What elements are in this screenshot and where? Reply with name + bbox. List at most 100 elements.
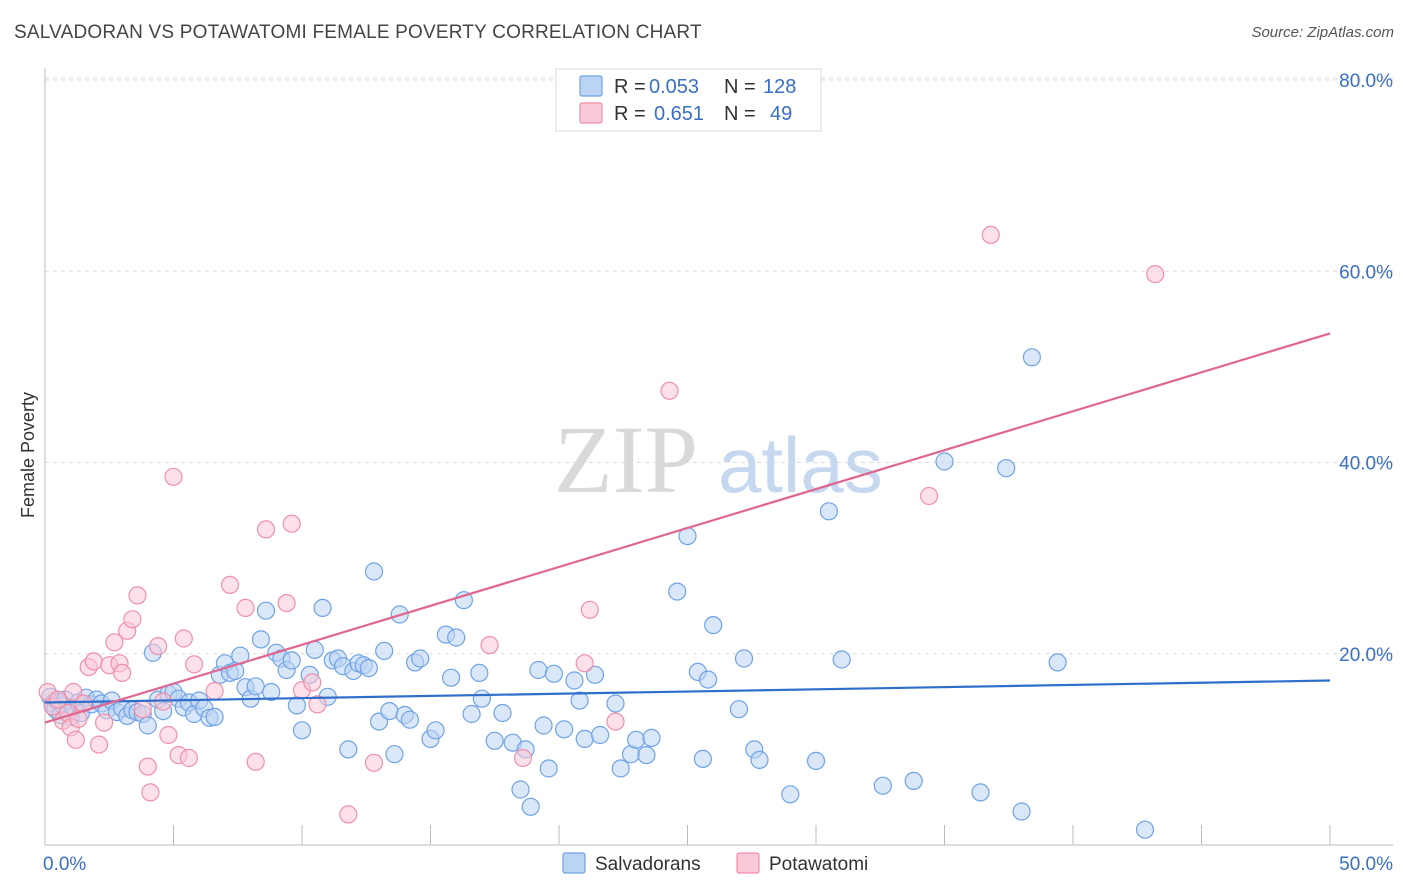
potawatomi-point-33 [236,598,255,618]
salvadorans-point-126 [1012,802,1031,821]
potawatomi-point-26 [164,467,183,486]
salvadorans-point-88 [511,780,530,799]
potawatomi-point-44 [513,748,533,768]
salvadorans-point-47 [262,682,281,702]
potawatomi-point-12 [94,713,114,732]
potawatomi-point-43 [480,635,499,655]
salvadorans-point-110 [693,749,713,769]
salvadorans-point-91 [529,660,548,680]
legend-r-label-1: R = [614,76,646,98]
y-tick-labels: 20.0% 40.0% 60.0% 80.0% [1339,71,1393,666]
salvadorans-point-123 [935,452,954,471]
salvadorans-point-112 [704,615,723,635]
chart-source: Source: ZipAtlas.com [1251,24,1394,41]
potawatomi-point-42 [364,753,384,772]
salvadorans-point-102 [611,759,630,778]
salvadorans-point-70 [385,745,404,764]
salvadorans-point-93 [539,759,558,778]
salvadorans-point-106 [642,728,661,748]
salvadorans-point-118 [806,751,826,771]
salvadorans-point-92 [534,716,553,735]
y-tick-label-20: 20.0% [1339,645,1393,666]
series-legend-label-potawatomi: Potawatomi [769,854,868,875]
potawatomi-point-16 [112,663,132,683]
potawatomi-point-21 [138,757,157,776]
potawatomi-point-41 [339,805,358,824]
legend-r-value-1: 0.053 [649,76,699,98]
salvadorans-point-83 [470,663,489,683]
salvadorans-point-119 [819,502,839,521]
salvadorans-point-114 [734,649,754,668]
watermark: ZIP atlas [554,406,883,513]
salvadorans-point-107 [668,582,687,601]
potawatomi-point-34 [246,752,265,771]
potawatomi-point-36 [277,593,296,613]
salvadorans-point-122 [904,771,923,791]
salvadorans-point-45 [251,630,270,649]
salvadorans-point-98 [575,729,594,749]
potawatomi-point-37 [282,514,301,533]
potawatomi-point-20 [133,700,152,719]
potawatomi-points [38,225,1165,824]
salvadorans-point-69 [380,701,399,721]
potawatomi-point-30 [185,655,204,674]
legend-r-value-2: 0.651 [654,103,704,125]
gridlines [45,77,1393,655]
salvadorans-point-121 [873,776,892,795]
legend-n-value-1: 128 [763,76,796,98]
series-legend: Salvadorans Potawatomi [562,852,868,875]
salvadorans-point-124 [971,783,990,802]
salvadorans-point-46 [256,601,276,620]
salvadorans-point-75 [411,649,430,668]
salvadorans-point-105 [637,745,656,765]
potawatomi-point-32 [220,575,240,595]
salvadorans-point-94 [544,664,564,683]
salvadorans-point-85 [485,731,504,750]
salvadorans-point-66 [364,562,384,581]
potawatomi-point-35 [256,520,276,539]
salvadorans-point-128 [1048,653,1067,672]
salvadorans-point-125 [997,459,1016,478]
salvadorans-point-44 [246,677,265,696]
potawatomi-point-51 [575,654,594,673]
salvadorans-point-90 [521,797,540,816]
trend-lines [44,332,1331,724]
potawatomi-point-46 [606,712,625,731]
salvadorans-point-86 [493,703,512,723]
y-tick-label-60: 60.0% [1339,262,1393,283]
potawatomi-point-31 [205,681,224,701]
potawatomi-point-6 [64,682,83,702]
salvadorans-point-61 [339,740,358,759]
salvadorans-point-55 [305,640,324,660]
potawatomi-point-23 [149,636,168,656]
y-tick-label-80: 80.0% [1339,71,1393,92]
salvadorans-point-117 [781,785,800,804]
axes [44,68,1393,846]
salvadorans-point-82 [462,704,481,724]
legend-n-value-2: 49 [770,103,792,125]
salvadorans-point-116 [750,750,769,770]
salvadorans-point-53 [292,721,312,740]
watermark-atlas: atlas [718,421,883,509]
salvadorans-trend-line [44,679,1331,704]
salvadorans-point-97 [570,691,589,710]
salvadorans-point-100 [590,725,610,745]
salvadorans-point-99 [585,665,605,684]
x-tick-labels: 0.0% 50.0% [43,854,1393,875]
salvadorans-point-68 [375,641,394,661]
salvadorans-point-80 [447,628,466,647]
salvadorans-point-52 [287,696,306,715]
potawatomi-point-14 [105,633,124,652]
legend-n-label-1: N = [724,76,756,98]
potawatomi-point-50 [1146,265,1165,284]
x-tick-label-50: 50.0% [1339,854,1393,875]
salvadorans-point-101 [606,694,625,713]
potawatomi-point-28 [174,629,193,648]
potawatomi-point-22 [141,783,160,802]
salvadorans-point-84 [472,689,491,708]
legend-swatch-salvadorans [579,75,603,97]
x-tick-label-0: 0.0% [43,854,86,875]
potawatomi-point-2 [48,690,68,709]
potawatomi-point-11 [89,735,109,754]
